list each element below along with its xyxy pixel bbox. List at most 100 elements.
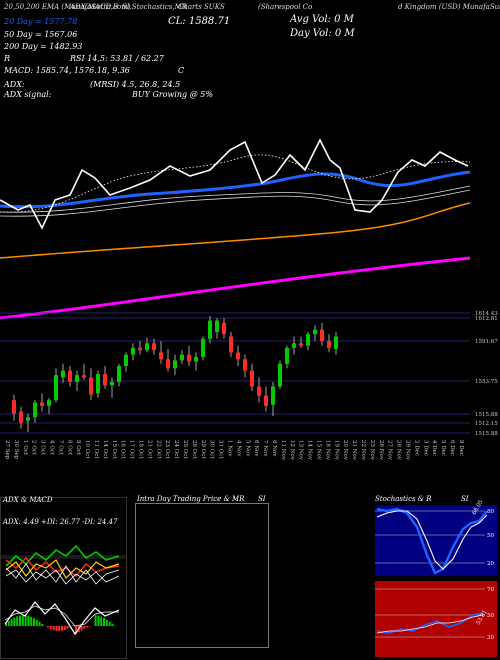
candle — [103, 366, 107, 389]
candle-body — [152, 343, 156, 351]
date-label: 28 Nov — [396, 440, 402, 461]
date-label: 10 Oct — [84, 440, 90, 459]
macd-histogram-bar — [83, 626, 86, 629]
candle-body — [89, 377, 93, 395]
macd-histogram-bar — [19, 615, 21, 626]
candle-body — [222, 322, 226, 335]
candle-body — [68, 370, 72, 382]
candle — [131, 343, 135, 361]
date-label: 22 Oct — [155, 440, 161, 459]
adx-white-line — [5, 563, 120, 585]
date-label: 1 Oct — [22, 440, 28, 456]
candle — [40, 393, 44, 412]
macd-histogram-bar — [66, 626, 69, 629]
date-label: 4 Nov — [235, 440, 241, 457]
candle-body — [201, 338, 205, 357]
candle-body — [194, 356, 198, 362]
macd-histogram-bar — [55, 626, 58, 631]
candle-body — [124, 354, 128, 367]
macd-histogram-bar — [86, 626, 89, 628]
candle-body — [187, 354, 191, 362]
candle — [334, 331, 338, 355]
adx-macd-chart — [1, 544, 126, 636]
intraday-panel: Intra Day Trading Price & MR SI — [135, 495, 269, 648]
candle-body — [215, 320, 219, 332]
macd-histogram-bar — [63, 626, 66, 630]
price-level-label: 1612.81 — [475, 316, 498, 322]
ema50-legend: 50 Day = 1567.06 — [4, 30, 78, 39]
plus-di-line — [5, 544, 120, 567]
date-label: 9 Dec — [458, 440, 464, 456]
candle — [89, 368, 93, 401]
date-label: 30 Oct — [209, 440, 215, 459]
adx-macd-panel: ADX & MACD ADX: 4.49 +DI: 26.77 -DI: 24.… — [0, 496, 127, 659]
date-label: 28 Oct — [191, 440, 197, 459]
date-label: 13 Nov — [298, 440, 304, 461]
stoch-tick: 50 — [487, 533, 494, 539]
macd-histogram-bar — [24, 615, 27, 626]
candle-body — [334, 336, 338, 349]
candle-body — [271, 386, 275, 405]
c-label: C — [178, 66, 185, 75]
rsi-legend: RSI 14,5: 53.81 / 62.27 — [70, 54, 164, 63]
date-label: 11 Nov — [280, 440, 286, 461]
day-volume: Day Vol: 0 M — [290, 28, 355, 39]
candle — [68, 366, 72, 387]
date-label: 14 Oct — [102, 440, 108, 459]
date-label: 8 Nov — [271, 440, 277, 457]
close-price: CL: 1588.71 — [168, 16, 231, 27]
date-label: 7 Oct — [57, 440, 63, 456]
candle — [152, 338, 156, 355]
candle — [236, 345, 240, 367]
date-label: 18 Oct — [138, 440, 144, 459]
adx-signal-label: ADX signal: — [4, 90, 52, 99]
date-label: 4 Dec — [431, 440, 437, 456]
macd-histogram-bar — [38, 621, 41, 626]
candle — [229, 331, 233, 357]
candle — [257, 377, 261, 403]
signal-dotted-line — [0, 154, 471, 213]
stoch-title2: SI — [461, 495, 469, 503]
candle — [96, 370, 100, 398]
macd-histogram-bar — [72, 625, 75, 626]
candle-body — [299, 343, 303, 346]
candle-body — [306, 334, 310, 346]
macd-histogram-bar — [52, 626, 55, 631]
price-level-label: 1614.43 — [475, 311, 498, 317]
date-label: 21 Oct — [146, 440, 152, 459]
stoch-background — [375, 505, 497, 576]
mrsi-legend: (MRSI) 4.5, 26.8, 24.5 — [90, 80, 181, 89]
macd-histogram-bar — [16, 616, 19, 626]
candle-body — [292, 343, 296, 348]
candle — [159, 341, 163, 364]
candle — [299, 336, 303, 348]
candle — [264, 386, 268, 412]
macd-histogram-bar — [5, 623, 7, 626]
candle-body — [173, 360, 177, 369]
date-label: 21 Nov — [351, 440, 357, 461]
candle-body — [145, 343, 149, 351]
ema200-legend: 200 Day = 1482.93 — [4, 42, 83, 51]
date-label: 29 Nov — [405, 440, 411, 461]
candle-body — [257, 386, 261, 396]
stochastics-panel: Stochastics & R SI 80 50 20 68.05 70 50 30 53.8… — [375, 495, 497, 657]
macd-histogram-bar — [41, 623, 44, 626]
candle-body — [19, 411, 23, 423]
macd-histogram-bar — [49, 626, 52, 630]
candle-body — [103, 374, 107, 386]
macd-histogram-bar — [105, 619, 108, 626]
stoch-tick: 20 — [487, 561, 494, 567]
date-label: 11 Oct — [93, 440, 99, 459]
candle — [306, 331, 310, 351]
candle-body — [250, 370, 254, 387]
candle — [194, 352, 198, 371]
candle — [47, 397, 51, 414]
candle-body — [61, 370, 65, 378]
candle — [313, 325, 317, 342]
candle — [285, 345, 289, 369]
candle-body — [54, 375, 58, 401]
candle — [166, 348, 170, 372]
date-label: 27 Nov — [387, 440, 393, 461]
header-left: 20,50,200 EMA (MunafaSutra.com) — [4, 3, 131, 11]
candle-body — [47, 400, 51, 406]
